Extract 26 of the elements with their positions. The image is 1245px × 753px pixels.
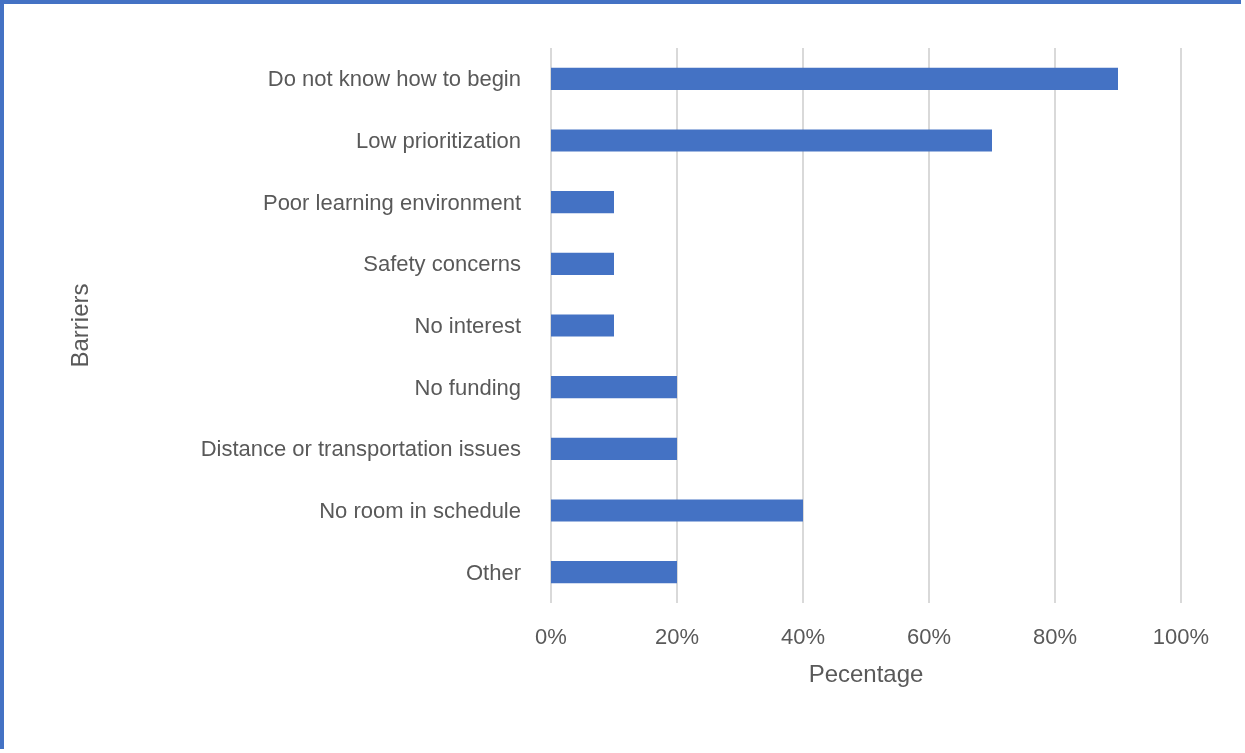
y-tick-label: Poor learning environment [262,189,521,215]
y-tick-label: No room in schedule [319,498,521,523]
x-tick-label: 80% [1032,623,1078,649]
y-tick-label: No funding [414,374,521,400]
bar [551,499,803,522]
bar [551,561,677,584]
y-tick-label: No interest [414,313,521,338]
bar [551,191,614,214]
x-tick-label: 20% [654,623,700,649]
bar [551,437,677,460]
y-tick-label: Low prioritization [355,128,521,153]
x-tick-label: 0% [535,623,567,649]
y-tick-label: Distance or transportation issues [200,436,521,462]
x-tick-label: 60% [906,623,952,649]
y-tick-label: Safety concerns [363,251,521,277]
bar [551,376,677,399]
y-axis-title: Barriers [65,283,93,368]
y-tick-label: Do not know how to begin [267,66,521,92]
x-tick-label: 100% [1152,623,1210,649]
bar [551,252,614,275]
x-axis-title: Pecentage [808,659,924,687]
bar [551,314,614,337]
bar [551,67,1118,90]
bar [551,129,992,152]
y-tick-label: Other [465,559,521,585]
x-tick-label: 40% [780,623,826,649]
